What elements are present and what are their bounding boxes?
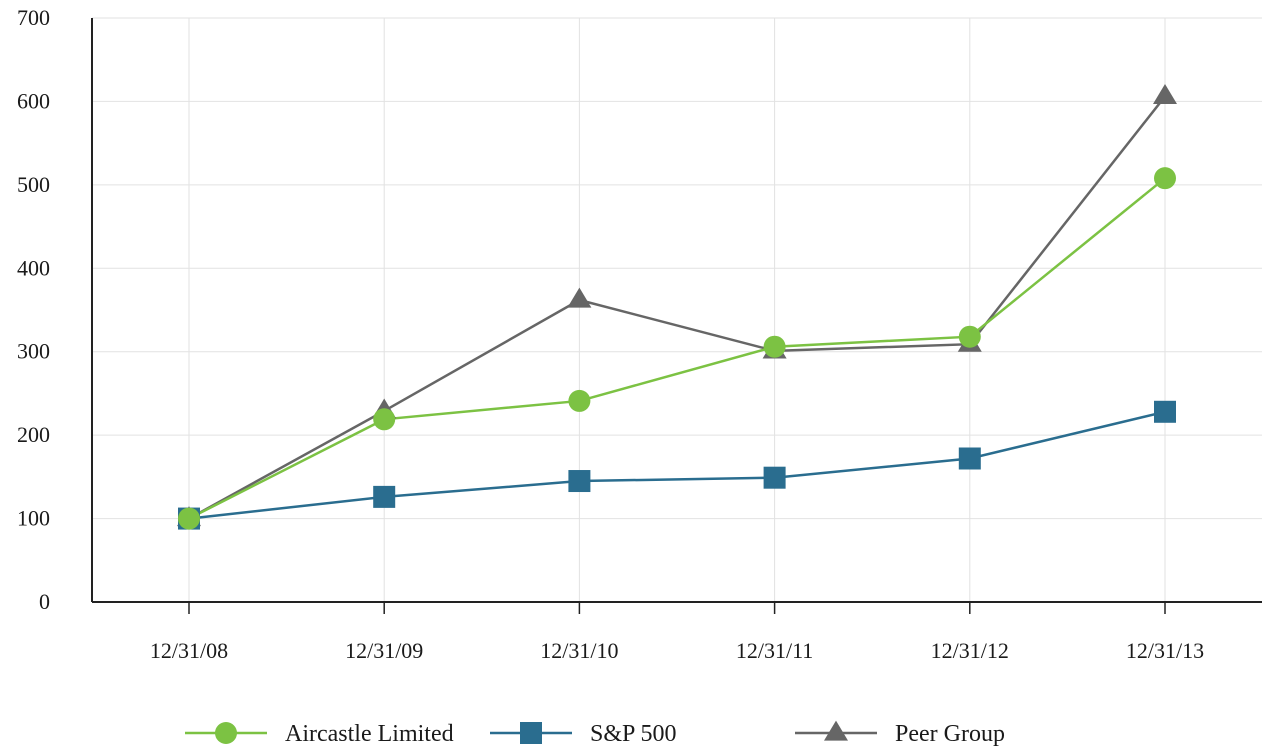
data-point — [763, 466, 786, 489]
series-layer — [177, 84, 1177, 530]
data-point — [178, 507, 200, 530]
legend-marker — [520, 722, 542, 744]
legend-label: Peer Group — [895, 721, 1005, 747]
x-tick-label: 12/31/10 — [540, 638, 618, 663]
y-tick-label: 700 — [17, 5, 50, 30]
series-line — [188, 177, 1166, 520]
data-point — [1154, 400, 1176, 423]
y-tick-label: 0 — [39, 589, 50, 614]
legend-item: S&P 500 — [490, 721, 676, 747]
legend-item: Peer Group — [795, 720, 1005, 747]
y-tick-label: 200 — [17, 422, 50, 447]
data-point — [568, 389, 591, 412]
x-tick-label: 12/31/08 — [150, 638, 228, 663]
data-point — [763, 335, 786, 358]
data-point — [567, 287, 592, 308]
legend-label: S&P 500 — [590, 721, 676, 747]
legend-marker — [824, 720, 848, 741]
axes — [91, 18, 1262, 614]
data-point — [373, 485, 396, 508]
grid — [92, 17, 1262, 602]
y-tick-label: 400 — [17, 255, 50, 280]
y-tick-label: 500 — [17, 172, 50, 197]
y-tick-label: 600 — [17, 88, 50, 113]
data-point — [373, 408, 396, 431]
y-tick-label: 100 — [17, 506, 50, 531]
tick-labels: 0 100 200 300 400 500 600 700 12/31/08 12/31/09 12… — [17, 5, 1204, 663]
legend-marker — [215, 722, 237, 744]
data-point — [1153, 84, 1177, 105]
data-point — [958, 325, 981, 348]
data-point — [958, 447, 981, 470]
x-tick-label: 12/31/12 — [931, 638, 1009, 663]
legend: Aircastle Limited S&P 500 Peer Group — [185, 720, 1005, 747]
legend-label: Aircastle Limited — [285, 721, 454, 747]
data-point — [1154, 167, 1176, 190]
x-tick-label: 12/31/09 — [345, 638, 423, 663]
legend-item: Aircastle Limited — [185, 721, 454, 747]
data-point — [568, 470, 591, 493]
y-tick-label: 300 — [17, 339, 50, 364]
series-line — [188, 410, 1166, 520]
series-line — [188, 95, 1166, 520]
x-tick-label: 12/31/13 — [1126, 638, 1204, 663]
x-tick-label: 12/31/11 — [736, 638, 813, 663]
